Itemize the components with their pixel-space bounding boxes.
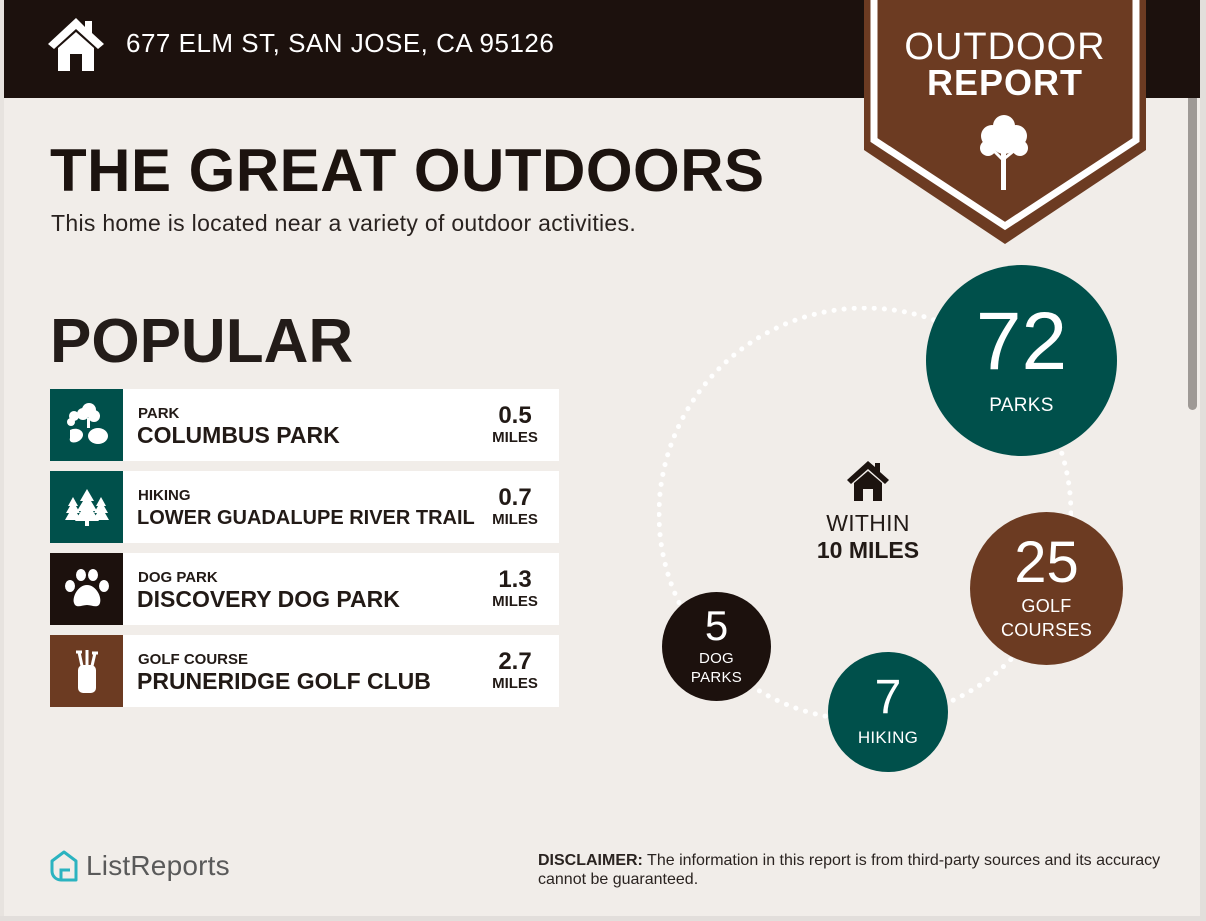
scrollbar-thumb[interactable] — [1188, 98, 1197, 410]
popular-list: PARK COLUMBUS PARK 0.5 MILES HIKING LOWE… — [50, 389, 559, 717]
item-name: DISCOVERY DOG PARK — [137, 586, 400, 612]
dog-parks-label-line2: PARKS — [690, 669, 743, 686]
golf-bag-icon-box — [50, 635, 123, 707]
badge-title-line1: OUTDOOR — [904, 26, 1106, 68]
item-distance: 0.7 MILES — [485, 484, 545, 529]
hiking-count-bubble: 7 HIKING — [828, 652, 948, 772]
disclaimer-text: The information in this report is from t… — [538, 852, 1161, 888]
distance-unit: MILES — [492, 429, 538, 446]
golf-count: 25 — [1014, 530, 1079, 595]
listreports-logo: ListReports — [50, 850, 230, 882]
item-distance: 0.5 MILES — [485, 402, 545, 447]
list-item: GOLF COURSE PRUNERIDGE GOLF CLUB 2.7 MIL… — [50, 635, 559, 707]
paw-icon-box — [50, 553, 123, 625]
outdoor-report-badge: OUTDOOR REPORT — [864, 0, 1146, 244]
list-item: PARK COLUMBUS PARK 0.5 MILES — [50, 389, 559, 461]
home-icon — [847, 461, 889, 501]
dog-parks-label-line1: DOG — [698, 650, 735, 667]
window-edge-left — [0, 0, 4, 921]
trees-icon — [64, 489, 109, 526]
item-name: LOWER GUADALUPE RIVER TRAIL — [137, 507, 475, 529]
park-icon — [66, 403, 108, 444]
golf-bag-icon — [75, 650, 98, 693]
badge-title-line2: REPORT — [926, 62, 1083, 103]
list-item: DOG PARK DISCOVERY DOG PARK 1.3 MILES — [50, 553, 559, 625]
golf-label-line1: GOLF — [1021, 596, 1072, 616]
item-category: DOG PARK — [138, 569, 218, 586]
paw-icon — [64, 569, 109, 607]
parks-count-bubble: 72 PARKS — [926, 265, 1117, 456]
dog-parks-count: 5 — [704, 602, 729, 649]
trees-icon-box — [50, 471, 123, 543]
distance-unit: MILES — [492, 593, 538, 610]
disclaimer-label: DISCLAIMER: — [538, 852, 643, 869]
hiking-count: 7 — [874, 671, 902, 724]
listreports-logo-icon — [50, 850, 78, 882]
window-edge-right — [1200, 0, 1206, 921]
radius-line1: WITHIN — [826, 510, 910, 536]
parks-label: PARKS — [989, 395, 1054, 416]
distance-value: 1.3 — [498, 566, 532, 593]
distance-value: 0.7 — [498, 484, 532, 511]
distance-value: 2.7 — [498, 648, 532, 675]
dog-parks-count-bubble: 5 DOG PARKS — [662, 592, 771, 701]
item-name: PRUNERIDGE GOLF CLUB — [137, 668, 431, 694]
hiking-label: HIKING — [857, 728, 919, 747]
distance-unit: MILES — [492, 511, 538, 528]
brand-name: ListReports — [86, 850, 230, 881]
window-edge-bottom — [0, 916, 1206, 921]
page-subtitle: This home is located near a variety of o… — [51, 210, 637, 236]
distance-unit: MILES — [492, 675, 538, 692]
golf-count-bubble: 25 GOLF COURSES — [970, 512, 1123, 665]
radius-line2: 10 MILES — [816, 537, 920, 563]
item-category: HIKING — [138, 487, 191, 504]
home-icon — [48, 18, 104, 71]
page-title: THE GREAT OUTDOORS — [50, 137, 765, 204]
item-distance: 1.3 MILES — [485, 566, 545, 611]
item-category: GOLF COURSE — [138, 651, 249, 668]
item-distance: 2.7 MILES — [485, 648, 545, 693]
property-address: 677 ELM ST, SAN JOSE, CA 95126 — [126, 28, 555, 58]
park-icon-box — [50, 389, 123, 461]
item-category: PARK — [138, 405, 180, 422]
popular-heading: POPULAR — [50, 307, 354, 376]
distance-value: 0.5 — [498, 402, 532, 429]
disclaimer: DISCLAIMER: The information in this repo… — [538, 851, 1168, 889]
parks-count: 72 — [975, 296, 1068, 387]
list-item: HIKING LOWER GUADALUPE RIVER TRAIL 0.7 M… — [50, 471, 559, 543]
item-name: COLUMBUS PARK — [137, 422, 340, 448]
golf-label-line2: COURSES — [1000, 620, 1093, 640]
tree-icon — [980, 115, 1028, 190]
radius-label: WITHIN 10 MILES — [790, 460, 946, 564]
